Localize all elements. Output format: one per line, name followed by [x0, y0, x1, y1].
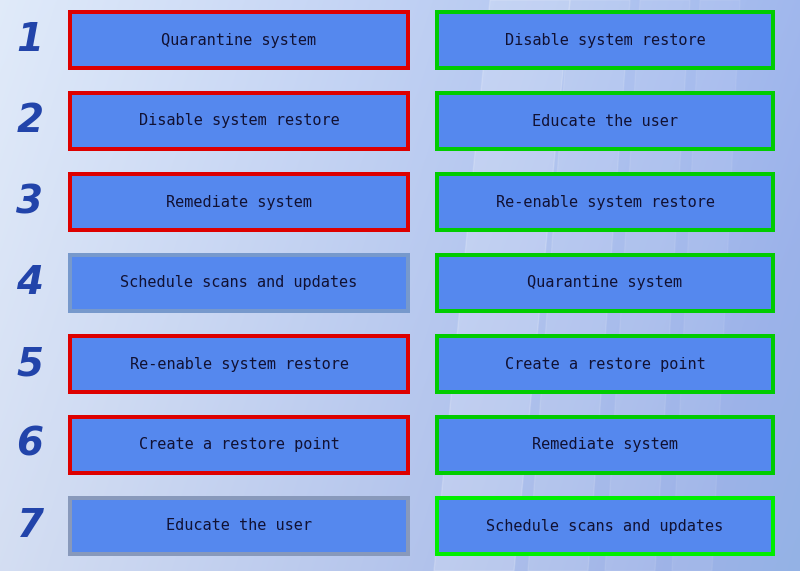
- Bar: [72, 257, 406, 309]
- Text: Educate the user: Educate the user: [532, 114, 678, 128]
- Bar: [435, 10, 775, 70]
- Bar: [68, 415, 410, 475]
- Polygon shape: [434, 0, 570, 571]
- Text: Disable system restore: Disable system restore: [138, 114, 339, 128]
- Bar: [72, 338, 406, 390]
- Bar: [439, 419, 771, 471]
- Text: Remediate system: Remediate system: [166, 195, 312, 210]
- Text: Re-enable system restore: Re-enable system restore: [130, 356, 349, 372]
- Text: Re-enable system restore: Re-enable system restore: [495, 195, 714, 210]
- Bar: [439, 95, 771, 147]
- Bar: [439, 257, 771, 309]
- Bar: [72, 419, 406, 471]
- Bar: [435, 91, 775, 151]
- Bar: [68, 10, 410, 70]
- Text: 1: 1: [17, 21, 43, 59]
- Polygon shape: [672, 0, 740, 571]
- Text: Schedule scans and updates: Schedule scans and updates: [120, 275, 358, 291]
- Text: Remediate system: Remediate system: [532, 437, 678, 452]
- Bar: [435, 334, 775, 394]
- Polygon shape: [605, 0, 690, 571]
- Bar: [435, 496, 775, 556]
- Bar: [439, 176, 771, 228]
- Bar: [68, 334, 410, 394]
- Bar: [68, 172, 410, 232]
- Text: Create a restore point: Create a restore point: [505, 356, 706, 372]
- Bar: [435, 415, 775, 475]
- Bar: [68, 91, 410, 151]
- Bar: [439, 500, 771, 552]
- Bar: [72, 14, 406, 66]
- Polygon shape: [528, 0, 630, 571]
- Text: 3: 3: [17, 183, 43, 221]
- Text: Create a restore point: Create a restore point: [138, 437, 339, 452]
- Text: Educate the user: Educate the user: [166, 518, 312, 533]
- Bar: [72, 500, 406, 552]
- Text: Quarantine system: Quarantine system: [162, 33, 317, 47]
- Bar: [68, 496, 410, 556]
- Text: 5: 5: [17, 345, 43, 383]
- Text: 7: 7: [17, 507, 43, 545]
- Text: Schedule scans and updates: Schedule scans and updates: [486, 518, 724, 533]
- Bar: [435, 253, 775, 313]
- Bar: [435, 172, 775, 232]
- Text: 2: 2: [17, 102, 43, 140]
- Text: Quarantine system: Quarantine system: [527, 275, 682, 291]
- Bar: [68, 253, 410, 313]
- Text: Disable system restore: Disable system restore: [505, 33, 706, 47]
- Bar: [439, 14, 771, 66]
- Bar: [439, 338, 771, 390]
- Text: 6: 6: [17, 426, 43, 464]
- Bar: [72, 95, 406, 147]
- Bar: [72, 176, 406, 228]
- Text: 4: 4: [17, 264, 43, 302]
